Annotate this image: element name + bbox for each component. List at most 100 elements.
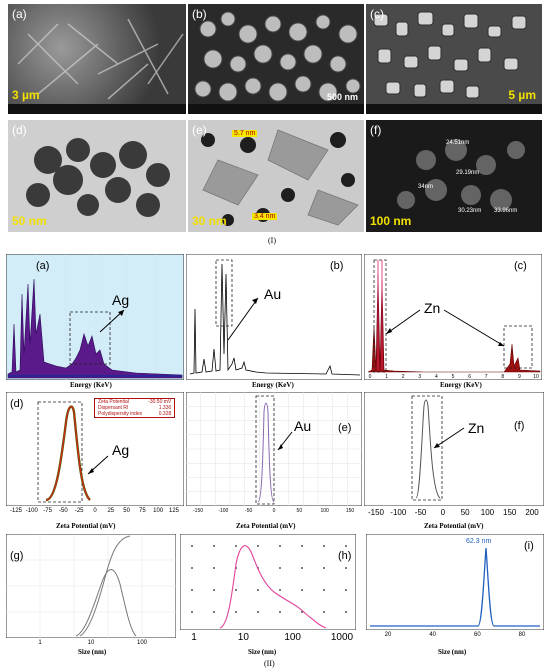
scale-bar-label: 500 nm xyxy=(326,92,358,102)
x-tick-labels: -125 -100 -75 -50 -25 0 25 50 75 100 125 xyxy=(6,508,184,516)
x-axis-title: Size (nm) xyxy=(438,648,467,656)
element-label: Zn xyxy=(468,420,485,436)
grid-dot xyxy=(257,545,259,547)
sem-texture-b xyxy=(188,11,364,114)
grid-dot xyxy=(191,611,193,613)
tem-texture-e xyxy=(201,129,359,226)
grid-dot xyxy=(323,611,325,613)
table-cell: 1.330 xyxy=(158,405,172,411)
size-annotation: 30.23nm xyxy=(458,208,482,214)
panel-label: (e) xyxy=(338,422,352,434)
grid-dot xyxy=(235,611,237,613)
size-annotation: 5.7 nm xyxy=(232,130,258,137)
panel-label: (c) xyxy=(514,260,527,272)
table-cell: 0.328 xyxy=(158,411,172,417)
grid-dot xyxy=(213,567,215,569)
section-label-II: (II) xyxy=(264,659,275,668)
panel-label: (a) xyxy=(36,260,50,272)
size-panel-h: (h) 1 10 100 1000 Size (nm) xyxy=(179,533,362,658)
size-plot-h xyxy=(179,533,357,631)
table-cell: Polydispersity index xyxy=(98,411,143,417)
element-label: Ag xyxy=(112,292,130,308)
x-tick-labels: -150 -100 -50 0 50 100 150 xyxy=(186,508,362,516)
peak-label: 62.3 nm xyxy=(466,538,492,545)
size-annotation: 34nm xyxy=(418,184,434,190)
grid-dot xyxy=(191,589,193,591)
edx-spectrum-zn xyxy=(363,253,543,381)
x-tick-label: 40 xyxy=(429,632,436,638)
x-tick-label: 9 xyxy=(518,374,521,380)
grid-dot xyxy=(279,611,281,613)
sem-image-a: (a) 3 µm xyxy=(8,4,186,114)
panel-label: (i) xyxy=(524,540,534,552)
x-tick-labels: 1 10 100 1000 xyxy=(180,632,356,644)
x-tick-label: 5 xyxy=(451,374,455,380)
x-tick-label: 2 xyxy=(401,374,405,380)
size-annotation: 24.51nm xyxy=(446,140,470,146)
size-panel-g: (g) 1 10 100 Size (nm) xyxy=(5,533,177,658)
panel-label: (h) xyxy=(338,550,352,562)
x-tick-label: 10 xyxy=(87,640,95,646)
x-tick-label: -100 xyxy=(25,508,38,514)
grid-dot xyxy=(345,545,347,547)
x-tick-label: 6 xyxy=(468,374,471,380)
grid-dot xyxy=(301,567,303,569)
x-axis-title: Zeta Potential (mV) xyxy=(424,522,484,530)
x-tick-label: -150 xyxy=(367,508,385,517)
grid-dot xyxy=(345,611,347,613)
x-axis-title: Size (nm) xyxy=(78,648,107,656)
x-axis-title: Size (nm) xyxy=(248,648,277,656)
grid-dot xyxy=(257,611,259,613)
edx-panel-a: (a) Ag Energy (KeV) xyxy=(5,253,185,390)
grid-dot xyxy=(301,589,303,591)
scale-bar-label: 100 nm xyxy=(370,214,412,228)
x-tick-label: -150 xyxy=(192,508,204,514)
zeta-panel-e: (e) Au -150 -100 -50 0 50 100 150 Zeta Potenti… xyxy=(185,391,363,532)
x-tick-label: 10 xyxy=(533,374,539,380)
size-panel-i: (i) 62.3 nm 20 40 60 80 Size (nm) xyxy=(365,533,545,658)
x-axis-title: Zeta Potential (mV) xyxy=(236,522,296,530)
x-tick-label: 100 xyxy=(284,632,301,643)
scale-bar-label: 30 nm xyxy=(192,214,227,228)
panel-label: (d) xyxy=(10,398,24,410)
x-tick-label: -100 xyxy=(218,508,229,514)
x-tick-label: 1000 xyxy=(330,632,354,643)
grid-dot xyxy=(191,567,193,569)
x-tick-label: -125 xyxy=(9,508,23,514)
edx-spectrum-au xyxy=(185,253,363,381)
x-tick-label: 0 xyxy=(272,508,276,514)
x-tick-label: 200 xyxy=(525,508,539,517)
scale-bar-label: 3 µm xyxy=(12,88,40,102)
table-cell: Zeta Potential xyxy=(98,399,129,405)
panel-label: (g) xyxy=(10,550,24,562)
element-label: Zn xyxy=(424,300,441,316)
x-tick-label: 100 xyxy=(153,508,164,514)
grid-dot xyxy=(279,545,281,547)
x-tick-label: 4 xyxy=(435,374,438,380)
x-tick-label: 125 xyxy=(168,508,180,514)
x-tick-label: 100 xyxy=(320,508,329,514)
panel-label: (f) xyxy=(514,420,525,432)
grid-dot xyxy=(301,611,303,613)
scale-bar-label: 50 nm xyxy=(12,214,47,228)
x-tick-labels: 0 1 2 3 4 5 6 7 8 9 10 xyxy=(364,374,542,382)
zeta-plot-au xyxy=(185,391,363,507)
panel-label: (f) xyxy=(370,123,382,137)
grid-dot xyxy=(213,589,215,591)
zeta-panel-f: (f) Zn -150 -100 -50 0 50 100 150 200 Zeta Pote… xyxy=(363,391,545,532)
x-tick-label: 0 xyxy=(440,508,446,517)
x-tick-label: 0 xyxy=(368,374,372,380)
x-tick-label: 100 xyxy=(136,640,148,646)
panel-label: (b) xyxy=(330,260,344,272)
grid-dot xyxy=(301,545,303,547)
x-tick-label: -25 xyxy=(74,508,84,514)
x-tick-label: 50 xyxy=(123,508,130,514)
edx-panel-b: (b) Au Energy (KeV) xyxy=(185,253,363,390)
grid-dot xyxy=(213,545,215,547)
tem-image-e: (e) 5.7 nm 3.4 nm 30 nm xyxy=(188,120,364,232)
x-tick-label: 1 xyxy=(38,640,42,646)
x-tick-label: 8 xyxy=(501,374,505,380)
size-annotation: 3.4 nm xyxy=(252,213,278,220)
x-axis-title: Energy (KeV) xyxy=(252,381,294,389)
x-axis-title: Zeta Potential (mV) xyxy=(56,522,116,530)
